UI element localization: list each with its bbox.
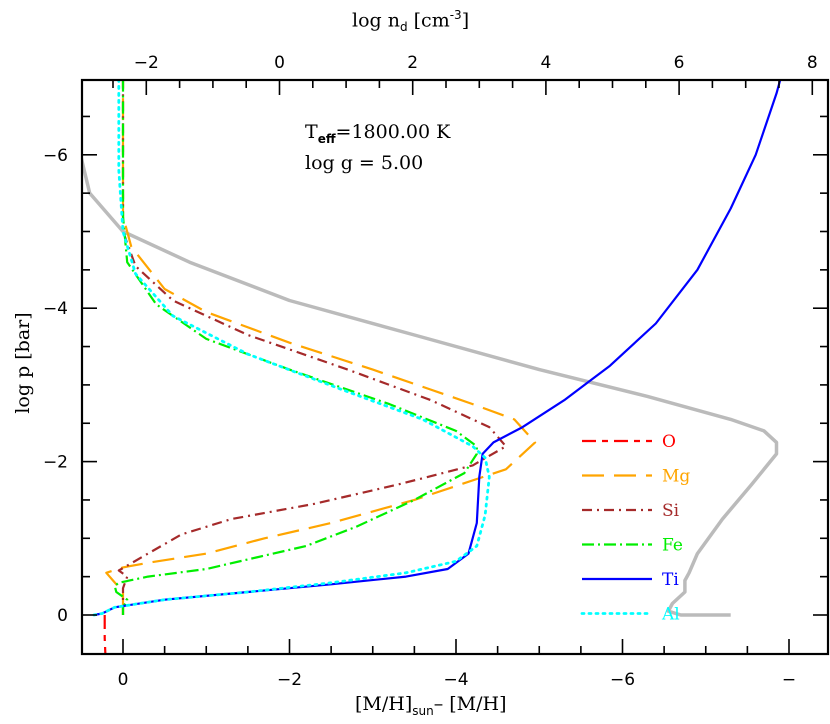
series-layer	[82, 80, 782, 654]
series-al	[92, 80, 491, 617]
plot-border	[80, 78, 830, 656]
top-axis-title-close: ]	[461, 9, 470, 32]
legend-item-mg: Mg	[582, 467, 690, 487]
top-axis-title-unit: [cm	[413, 9, 450, 32]
logg-annotation: log g = 5.00	[305, 152, 423, 174]
y-tick-label: 0	[57, 606, 68, 626]
bottom-axis-title-main: [M/H]	[355, 693, 413, 715]
top-axis-title: log nd [cm-3]	[352, 8, 469, 34]
top-tick-label: 6	[674, 53, 685, 73]
legend-label: O	[662, 432, 676, 452]
series-gas-pressure-grey-	[82, 158, 779, 617]
y-tick-label: −2	[43, 453, 68, 473]
y-tick-label: −4	[43, 299, 68, 319]
x-tick-label: −2	[277, 670, 302, 690]
x-tick-label: −	[782, 670, 796, 690]
x-tick-label: −6	[610, 670, 635, 690]
teff-value: =1800.00 K	[335, 121, 451, 143]
series-fe	[113, 80, 478, 615]
legend-label: Mg	[662, 467, 690, 487]
legend-label: Al	[661, 605, 680, 625]
top-axis-title-sub: d	[399, 20, 408, 35]
teff-annotation: Teff=1800.00 K	[305, 121, 450, 146]
bottom-axis-title: [M/H]sun– [M/H]	[355, 693, 507, 718]
legend-label: Ti	[662, 570, 679, 590]
top-axis-title-main: log n	[352, 9, 400, 32]
x-tick-label: −4	[443, 670, 468, 690]
series-o	[103, 615, 107, 654]
x-tick-label: 0	[118, 670, 129, 690]
top-tick-label: 0	[274, 53, 285, 73]
legend-item-ti: Ti	[582, 570, 679, 590]
top-tick-label: 8	[807, 53, 818, 73]
series-mg	[105, 80, 537, 615]
teff-subscript: eff	[317, 131, 336, 146]
top-tick-label: 2	[407, 53, 418, 73]
legend-item-al: Al	[580, 605, 680, 625]
teff-symbol: T	[305, 121, 318, 143]
legend-label: Si	[662, 501, 680, 521]
series-ti	[93, 80, 782, 617]
left-axis-title-text: log p [bar]	[12, 312, 34, 414]
legend-label: Fe	[662, 536, 683, 556]
left-axis-title: log p [bar]	[12, 303, 34, 423]
legend-item-si: Si	[582, 501, 680, 521]
legend-item-fe: Fe	[582, 536, 683, 556]
y-tick-label: −6	[43, 146, 68, 166]
series-si	[117, 80, 507, 615]
bottom-axis-title-tail: – [M/H]	[433, 693, 507, 715]
top-tick-label: 4	[540, 53, 551, 73]
legend: O Mg Si Fe Ti Al	[580, 432, 690, 625]
bottom-axis-title-sub: sun	[412, 703, 434, 718]
logg-value: log g = 5.00	[305, 152, 424, 174]
legend-item-o: O	[582, 432, 676, 452]
top-axis-title-sup: -3	[449, 8, 462, 22]
top-tick-label: −2	[134, 53, 159, 73]
plot-frame: 0 −2 −4 −6 − 0 −2 −4 −6 −2 0 2 4 6 8	[43, 53, 830, 690]
